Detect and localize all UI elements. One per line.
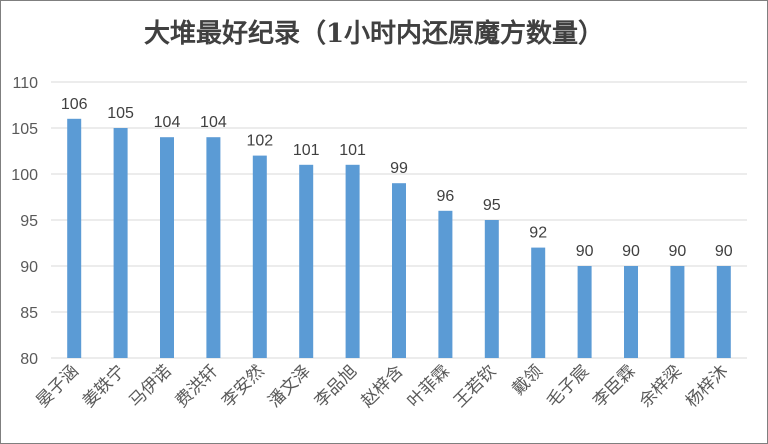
data-label: 90 xyxy=(669,243,687,260)
data-label: 104 xyxy=(154,114,181,131)
y-tick-label: 85 xyxy=(20,305,38,322)
data-label: 92 xyxy=(529,225,547,242)
bar xyxy=(160,137,174,358)
bar xyxy=(252,155,267,358)
data-label: 101 xyxy=(293,142,320,159)
x-tick-label: 叶菲霖 xyxy=(404,361,454,411)
y-tick-label: 90 xyxy=(20,259,38,276)
bar xyxy=(577,266,592,358)
data-label: 99 xyxy=(390,160,408,177)
y-tick-label: 105 xyxy=(11,121,38,138)
x-tick-label: 杨梓沐 xyxy=(682,361,732,411)
data-labels: 106 105 104 104 102 101 101 99 96 95 92 90 90 90 90 xyxy=(61,96,733,260)
bar xyxy=(716,266,731,358)
y-tick-label: 100 xyxy=(11,167,38,184)
x-tick-label: 李臣霖 xyxy=(589,361,639,411)
bar xyxy=(206,137,221,358)
y-axis-ticks: 80 85 90 95 100 105 110 xyxy=(11,75,38,368)
bar xyxy=(484,220,499,358)
bar xyxy=(299,164,314,358)
x-tick-label: 李安然 xyxy=(218,361,268,411)
bar xyxy=(670,266,685,358)
y-tick-label: 95 xyxy=(20,213,38,230)
bar xyxy=(531,247,546,358)
data-label: 96 xyxy=(437,188,455,205)
bars xyxy=(67,118,731,358)
y-tick-label: 110 xyxy=(12,75,38,92)
data-label: 90 xyxy=(715,243,733,260)
x-tick-label: 毛子宸 xyxy=(543,361,593,411)
data-label: 101 xyxy=(339,142,366,159)
x-tick-label: 余梓梁 xyxy=(636,361,686,411)
data-label: 106 xyxy=(61,96,88,113)
bar xyxy=(438,210,453,358)
data-label: 90 xyxy=(622,243,640,260)
data-label: 104 xyxy=(200,114,227,131)
bar xyxy=(113,128,128,358)
bar xyxy=(345,164,360,358)
x-tick-label: 戴领 xyxy=(509,361,547,399)
bar xyxy=(392,183,406,358)
bar xyxy=(67,118,82,358)
data-label: 102 xyxy=(246,133,273,150)
y-tick-label: 80 xyxy=(20,351,38,368)
x-tick-label: 李品旭 xyxy=(311,361,361,411)
bar xyxy=(624,266,638,358)
x-tick-label: 马伊诺 xyxy=(125,361,175,411)
x-tick-label: 费洪轩 xyxy=(172,361,222,411)
data-label: 105 xyxy=(107,105,134,122)
x-tick-label: 王若钦 xyxy=(450,361,500,411)
x-tick-label: 姜轶宁 xyxy=(79,361,129,411)
chart-title: 大堆最好纪录（1小时内还原魔方数量） xyxy=(144,18,604,49)
x-tick-label: 潘文泽 xyxy=(265,361,315,411)
data-label: 95 xyxy=(483,197,501,214)
x-tick-label: 赵梓含 xyxy=(357,361,407,411)
data-label: 90 xyxy=(576,243,594,260)
x-tick-label: 晏子涵 xyxy=(33,361,83,411)
